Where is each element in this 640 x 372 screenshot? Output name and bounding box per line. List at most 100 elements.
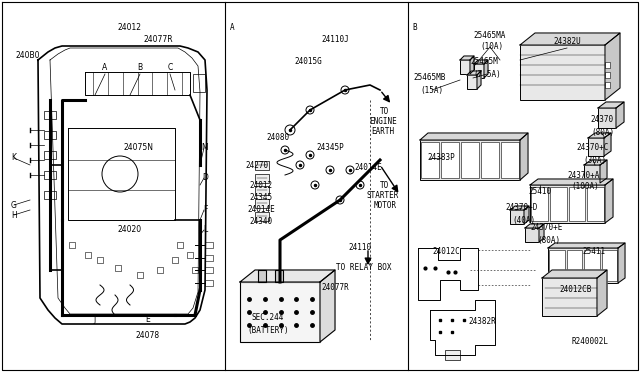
Text: 24110: 24110	[348, 244, 372, 253]
Text: 24110J: 24110J	[321, 35, 349, 45]
Text: 25410: 25410	[529, 187, 552, 196]
Text: 25465MA: 25465MA	[474, 31, 506, 39]
Text: L: L	[203, 225, 207, 234]
Polygon shape	[584, 160, 607, 165]
Polygon shape	[520, 33, 620, 45]
Bar	[501, 142, 519, 178]
Text: SEC.244: SEC.244	[252, 314, 284, 323]
Bar	[510, 210, 524, 224]
Text: 24012: 24012	[118, 23, 142, 32]
Bar	[605, 72, 610, 78]
Polygon shape	[548, 243, 625, 248]
Text: 24345P: 24345P	[316, 144, 344, 153]
Text: 24370+D: 24370+D	[506, 203, 538, 212]
Text: 24270: 24270	[245, 160, 269, 170]
Bar	[205, 280, 213, 286]
Bar	[255, 186, 269, 195]
Text: (30A): (30A)	[584, 155, 607, 164]
Bar	[85, 252, 91, 258]
Text: 24370+C: 24370+C	[577, 144, 609, 153]
Text: D: D	[202, 173, 208, 183]
Bar	[157, 267, 163, 273]
Bar	[137, 272, 143, 278]
Text: 25465M: 25465M	[470, 58, 498, 67]
Polygon shape	[600, 160, 607, 183]
Polygon shape	[460, 56, 474, 60]
Bar	[69, 242, 75, 248]
Text: 24370+A: 24370+A	[568, 170, 600, 180]
Text: (BATTERY): (BATTERY)	[247, 326, 289, 334]
Polygon shape	[320, 270, 335, 342]
Text: B: B	[138, 64, 143, 73]
Bar	[255, 174, 269, 183]
Text: MOTOR: MOTOR	[373, 201, 397, 209]
Text: 24370+E: 24370+E	[531, 224, 563, 232]
Bar	[584, 250, 600, 281]
Polygon shape	[598, 102, 624, 108]
Bar	[445, 350, 460, 360]
Text: E: E	[146, 315, 150, 324]
Text: (10A): (10A)	[481, 42, 504, 51]
Text: (15A): (15A)	[420, 86, 444, 94]
Bar	[530, 185, 605, 223]
Text: A: A	[102, 64, 108, 73]
Bar	[474, 64, 484, 78]
Polygon shape	[616, 102, 624, 128]
Text: ENGINE: ENGINE	[369, 118, 397, 126]
Text: J: J	[94, 315, 96, 324]
Bar	[461, 142, 479, 178]
Text: 24012C: 24012C	[432, 247, 460, 257]
Polygon shape	[524, 206, 529, 224]
Polygon shape	[597, 270, 607, 316]
Polygon shape	[420, 133, 528, 140]
Text: C: C	[168, 64, 173, 73]
Text: 24078: 24078	[136, 330, 160, 340]
Bar	[421, 142, 439, 178]
Bar	[255, 212, 269, 221]
Bar	[205, 242, 213, 248]
Polygon shape	[477, 71, 481, 89]
Polygon shape	[510, 206, 529, 210]
Polygon shape	[604, 133, 611, 156]
Bar	[441, 142, 459, 178]
Polygon shape	[467, 71, 481, 75]
Text: TO: TO	[380, 180, 390, 189]
Text: K: K	[12, 154, 17, 163]
Bar	[605, 62, 610, 68]
Bar	[605, 82, 610, 88]
Text: 24080: 24080	[266, 134, 289, 142]
Bar	[44, 191, 56, 199]
Text: TO RELAY BOX: TO RELAY BOX	[336, 263, 392, 273]
Text: 25411: 25411	[582, 247, 605, 257]
Text: H: H	[11, 211, 17, 219]
Bar	[588, 138, 604, 156]
Text: 24014E: 24014E	[354, 164, 382, 173]
Bar	[481, 142, 499, 178]
Bar	[548, 248, 618, 283]
Bar	[44, 131, 56, 139]
Bar	[584, 165, 600, 183]
Bar	[193, 74, 205, 92]
Text: 24345: 24345	[250, 193, 273, 202]
Text: TO: TO	[380, 108, 390, 116]
Text: (7.5A): (7.5A)	[473, 70, 501, 78]
Text: 25465MB: 25465MB	[414, 74, 446, 83]
Text: 24370: 24370	[591, 115, 614, 125]
Text: 24020: 24020	[118, 225, 142, 234]
Polygon shape	[605, 33, 620, 100]
Bar	[566, 250, 582, 281]
Text: 24340: 24340	[250, 218, 273, 227]
Text: STARTER: STARTER	[367, 190, 399, 199]
Text: G: G	[11, 201, 17, 209]
Bar	[240, 282, 320, 342]
Bar	[531, 187, 548, 221]
Bar	[550, 187, 566, 221]
Bar	[187, 252, 193, 258]
Bar	[258, 270, 266, 282]
Bar	[44, 151, 56, 159]
Text: 240B0: 240B0	[16, 51, 40, 60]
Text: EARTH: EARTH	[371, 128, 395, 137]
Bar	[115, 265, 121, 271]
Text: F: F	[203, 205, 207, 215]
Text: B: B	[413, 23, 417, 32]
